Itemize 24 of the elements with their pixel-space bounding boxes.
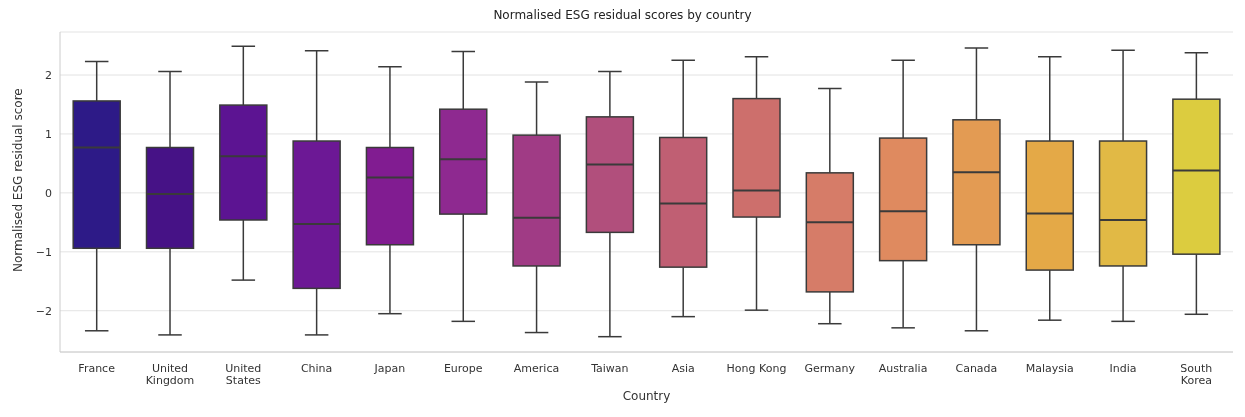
x-tick-label: Australia	[878, 362, 928, 375]
x-tick-label: Taiwan	[590, 362, 629, 375]
chart-title: Normalised ESG residual scores by country	[492, 8, 753, 24]
x-tick-label: Hong Kong	[726, 362, 787, 375]
x-tick-label: Asia	[671, 362, 695, 375]
x-tick-label: America	[513, 362, 560, 375]
x-tick-label: Canada	[955, 362, 998, 375]
x-tick-label: France	[78, 362, 116, 375]
y-tick-label: −2	[35, 304, 52, 318]
x-tick-label: India	[1109, 362, 1137, 375]
x-axis-title: Country	[622, 389, 671, 403]
y-tick-label: −1	[35, 245, 52, 259]
x-tick-label: Japan	[373, 362, 406, 375]
y-tick-label: 1	[45, 127, 52, 141]
y-tick-label: 2	[45, 68, 52, 82]
x-tick-label: China	[300, 362, 333, 375]
y-axis-title: Normalised ESG residual score	[11, 88, 26, 272]
x-tick-label: United States	[225, 362, 262, 387]
y-tick-label: 0	[45, 186, 52, 200]
x-tick-label: United Kingdom	[145, 362, 195, 387]
x-tick-label: Europe	[443, 362, 483, 375]
x-tick-label: Malaysia	[1025, 362, 1074, 375]
x-tick-label: South Korea	[1180, 362, 1213, 387]
x-tick-label: Germany	[804, 362, 856, 375]
